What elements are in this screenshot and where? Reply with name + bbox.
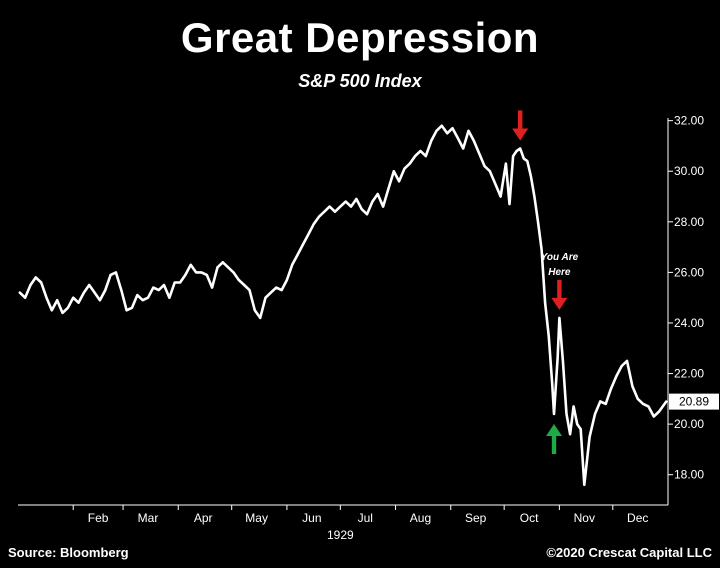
arrow-head xyxy=(546,424,563,437)
x-tick-label: Dec xyxy=(627,511,648,525)
chart-subtitle: S&P 500 Index xyxy=(298,71,422,91)
y-tick-label: 18.00 xyxy=(674,468,704,482)
page-title: Great Depression xyxy=(180,14,540,61)
arrow-shaft xyxy=(551,435,557,455)
x-tick-label: Apr xyxy=(194,511,213,525)
y-tick-label: 28.00 xyxy=(674,215,704,229)
x-tick-label: Jul xyxy=(358,511,373,525)
chart-axes: Feb Mar Apr May Jun Jul Aug Sep Oct Nov Dec 1929 18.… xyxy=(18,114,704,542)
annotation-text: You Are xyxy=(541,252,579,263)
annotation-text: Here xyxy=(548,267,571,278)
x-tick-label: Mar xyxy=(138,511,159,525)
x-tick-label: Nov xyxy=(574,511,595,525)
source-note: Source: Bloomberg xyxy=(8,545,129,560)
y-tick-label: 20.00 xyxy=(674,417,704,431)
arrow-head xyxy=(551,297,568,310)
copyright-note: ©2020 Crescat Capital LLC xyxy=(546,545,712,560)
x-tick-label: Sep xyxy=(465,511,487,525)
sp500-series-line xyxy=(18,124,668,487)
x-year-label: 1929 xyxy=(327,528,354,542)
y-tick-label: 22.00 xyxy=(674,367,704,381)
x-tick-label: Oct xyxy=(520,511,539,525)
y-tick-label: 32.00 xyxy=(674,114,704,128)
chart-series xyxy=(18,124,668,487)
x-tick-label: Jun xyxy=(302,511,321,525)
sell-arrow-0 xyxy=(512,110,529,141)
last-value-label: 20.89 xyxy=(679,395,709,409)
last-value-tag xyxy=(669,393,719,410)
x-tick-label: May xyxy=(245,511,268,525)
buy-arrow-1 xyxy=(546,424,563,455)
arrow-shaft xyxy=(517,110,523,130)
chart-annotations: 20.89 You Are Here xyxy=(512,110,719,455)
x-tick-label: Aug xyxy=(410,511,431,525)
x-tick-label: Feb xyxy=(88,511,109,525)
y-tick-label: 30.00 xyxy=(674,164,704,178)
arrow-shaft xyxy=(557,279,562,299)
sell-arrow-2 xyxy=(551,279,568,310)
y-tick-label: 24.00 xyxy=(674,316,704,330)
y-tick-label: 26.00 xyxy=(674,265,704,279)
arrow-head xyxy=(512,128,529,141)
